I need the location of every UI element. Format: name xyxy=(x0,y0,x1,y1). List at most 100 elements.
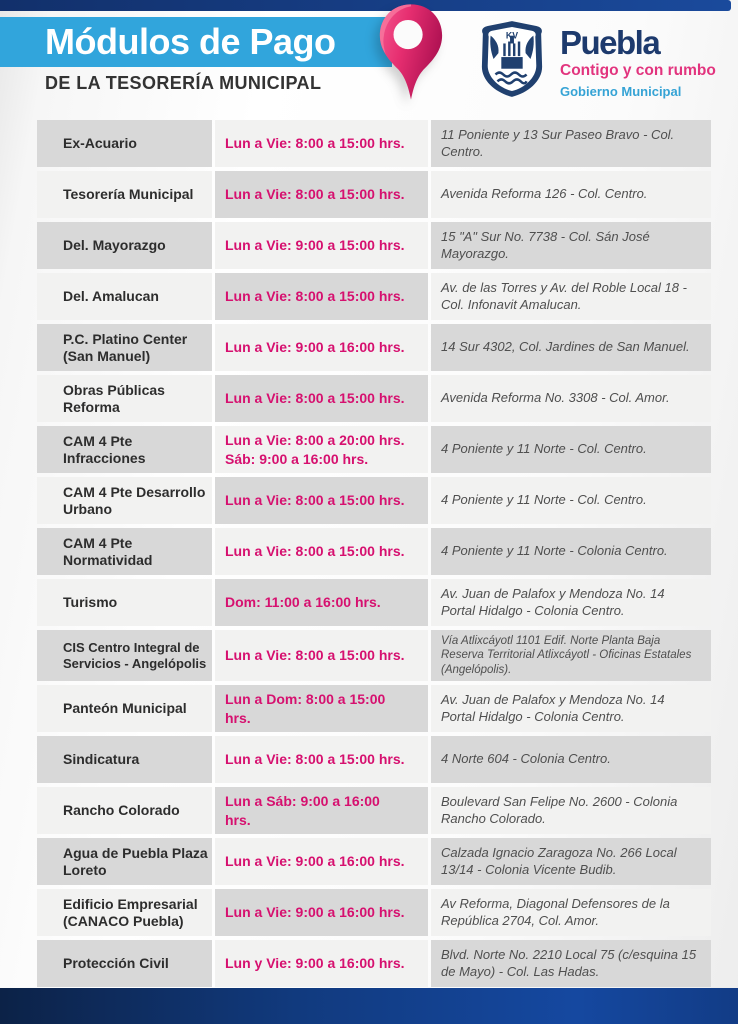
module-hours: Lun a Vie: 8:00 a 15:00 hrs. xyxy=(215,477,428,524)
top-navy-bar xyxy=(0,0,731,11)
hours-line: Lun a Vie: 8:00 a 15:00 hrs. xyxy=(225,751,405,768)
module-address: Blvd. Norte No. 2210 Local 75 (c/esquina… xyxy=(431,940,711,988)
module-name: Rancho Colorado xyxy=(37,787,212,835)
module-hours: Lun a Vie: 9:00 a 16:00 hrs. xyxy=(215,838,428,886)
module-name: Sindicatura xyxy=(37,736,212,784)
module-address: Calzada Ignacio Zaragoza No. 266 Local 1… xyxy=(431,838,711,886)
module-name: Edificio Empresarial (CANACO Puebla) xyxy=(37,889,212,937)
hours-line: Lun a Vie: 8:00 a 15:00 hrs. xyxy=(225,543,405,560)
table-row: Rancho Colorado Lun a Sáb: 9:00 a 16:00 h… xyxy=(37,787,711,835)
module-hours: Lun a Dom: 8:00 a 15:00 hrs. xyxy=(215,685,428,733)
puebla-shield-icon: KV xyxy=(478,20,546,103)
logo-brand: Puebla xyxy=(560,24,661,61)
module-hours: Lun a Vie: 8:00 a 15:00 hrs. xyxy=(215,630,428,682)
module-name: CAM 4 Pte Desarrollo Urbano xyxy=(37,477,212,524)
module-name: CAM 4 Pte Normatividad xyxy=(37,528,212,575)
hours-line: Lun a Vie: 8:00 a 15:00 hrs. xyxy=(225,288,405,305)
module-name: Tesorería Municipal xyxy=(37,171,212,218)
hours-line: Lun y Vie: 9:00 a 16:00 hrs. xyxy=(225,955,405,972)
hours-line: Lun a Vie: 9:00 a 16:00 hrs. xyxy=(225,339,405,356)
table-row: CIS Centro Integral de Servicios - Angel… xyxy=(37,630,711,682)
module-hours: Lun a Vie: 8:00 a 15:00 hrs. xyxy=(215,736,428,784)
table-row: CAM 4 Pte Normatividad Lun a Vie: 8:00 a… xyxy=(37,528,711,575)
hours-line: Lun a Vie: 8:00 a 20:00 hrs. xyxy=(225,431,405,448)
table-row: Protección Civil Lun y Vie: 9:00 a 16:00… xyxy=(37,940,711,988)
table-row: Tesorería Municipal Lun a Vie: 8:00 a 15… xyxy=(37,171,711,218)
logo-tagline: Contigo y con rumbo xyxy=(560,62,716,79)
module-name: Del. Amalucan xyxy=(37,273,212,320)
hours-line: Lun a Sáb: 9:00 a 16:00 xyxy=(225,792,380,809)
hours-line: hrs. xyxy=(225,811,251,828)
svg-text:KV: KV xyxy=(506,31,518,41)
module-hours: Lun a Vie: 8:00 a 15:00 hrs. xyxy=(215,273,428,320)
module-address: Av Reforma, Diagonal Defensores de la Re… xyxy=(431,889,711,937)
hours-line: Lun a Vie: 8:00 a 15:00 hrs. xyxy=(225,186,405,203)
module-address: Av. de las Torres y Av. del Roble Local … xyxy=(431,273,711,320)
module-name: Agua de Puebla Plaza Loreto xyxy=(37,838,212,886)
module-address: 11 Poniente y 13 Sur Paseo Bravo - Col. … xyxy=(431,120,711,167)
table-row: Turismo Dom: 11:00 a 16:00 hrs. Av. Juan… xyxy=(37,579,711,626)
hours-line: Dom: 11:00 a 16:00 hrs. xyxy=(225,594,381,611)
table-row: Panteón Municipal Lun a Dom: 8:00 a 15:0… xyxy=(37,685,711,733)
module-address: Av. Juan de Palafox y Mendoza No. 14 Por… xyxy=(431,579,711,626)
hours-line: Lun a Vie: 8:00 a 15:00 hrs. xyxy=(225,647,405,664)
module-address: Vía Atlixcáyotl 1101 Edif. Norte Planta … xyxy=(431,630,711,682)
module-hours: Dom: 11:00 a 16:00 hrs. xyxy=(215,579,428,626)
bottom-navy-bar xyxy=(0,988,738,1024)
logo-org: Gobierno Municipal xyxy=(560,84,682,99)
module-address: 14 Sur 4302, Col. Jardines de San Manuel… xyxy=(431,324,711,371)
table-row: P.C. Platino Center (San Manuel) Lun a V… xyxy=(37,324,711,371)
title-banner: Módulos de Pago xyxy=(0,17,392,67)
table-row: CAM 4 Pte Infracciones Lun a Vie: 8:00 a… xyxy=(37,426,711,473)
module-name: P.C. Platino Center (San Manuel) xyxy=(37,324,212,371)
module-hours: Lun a Vie: 9:00 a 16:00 hrs. xyxy=(215,889,428,937)
puebla-logo-text: Puebla Contigo y con rumbo Gobierno Muni… xyxy=(560,20,716,99)
table-row: Ex-Acuario Lun a Vie: 8:00 a 15:00 hrs. … xyxy=(37,120,711,167)
module-address: 4 Norte 604 - Colonia Centro. xyxy=(431,736,711,784)
hours-line: Sáb: 9:00 a 16:00 hrs. xyxy=(225,450,369,467)
module-name: Protección Civil xyxy=(37,940,212,988)
module-hours: Lun a Vie: 9:00 a 16:00 hrs. xyxy=(215,324,428,371)
module-address: Avenida Reforma 126 - Col. Centro. xyxy=(431,171,711,218)
page-subtitle: DE LA TESORERÍA MUNICIPAL xyxy=(45,73,322,93)
module-address: 15 "A" Sur No. 7738 - Col. Sán José Mayo… xyxy=(431,222,711,269)
module-address: 4 Poniente y 11 Norte - Col. Centro. xyxy=(431,426,711,473)
module-hours: Lun a Vie: 9:00 a 15:00 hrs. xyxy=(215,222,428,269)
module-hours: Lun a Vie: 8:00 a 15:00 hrs. xyxy=(215,120,428,167)
module-hours: Lun y Vie: 9:00 a 16:00 hrs. xyxy=(215,940,428,988)
hours-line: Lun a Dom: 8:00 a 15:00 xyxy=(225,690,386,707)
table-row: Edificio Empresarial (CANACO Puebla) Lun… xyxy=(37,889,711,937)
hours-line: Lun a Vie: 9:00 a 16:00 hrs. xyxy=(225,904,405,921)
module-name: CAM 4 Pte Infracciones xyxy=(37,426,212,473)
table-row: Del. Mayorazgo Lun a Vie: 9:00 a 15:00 h… xyxy=(37,222,711,269)
page-title: Módulos de Pago xyxy=(45,21,336,62)
table-row: Obras Públicas Reforma Lun a Vie: 8:00 a… xyxy=(37,375,711,422)
table-row: Agua de Puebla Plaza Loreto Lun a Vie: 9… xyxy=(37,838,711,886)
module-address: 4 Poniente y 11 Norte - Colonia Centro. xyxy=(431,528,711,575)
puebla-logo: KV Puebla Contigo xyxy=(478,20,716,103)
module-hours: Lun a Vie: 8:00 a 20:00 hrs. Sáb: 9:00 a … xyxy=(215,426,428,473)
module-address: 4 Poniente y 11 Norte - Col. Centro. xyxy=(431,477,711,524)
hours-line: Lun a Vie: 8:00 a 15:00 hrs. xyxy=(225,390,405,407)
module-hours: Lun a Vie: 8:00 a 15:00 hrs. xyxy=(215,528,428,575)
location-pin-icon xyxy=(376,2,446,104)
module-address: Av. Juan de Palafox y Mendoza No. 14 Por… xyxy=(431,685,711,733)
module-name: Panteón Municipal xyxy=(37,685,212,733)
table-row: Sindicatura Lun a Vie: 8:00 a 15:00 hrs.… xyxy=(37,736,711,784)
module-address: Avenida Reforma No. 3308 - Col. Amor. xyxy=(431,375,711,422)
module-hours: Lun a Sáb: 9:00 a 16:00 hrs. xyxy=(215,787,428,835)
payment-modules-table: Ex-Acuario Lun a Vie: 8:00 a 15:00 hrs. … xyxy=(37,120,711,991)
module-address: Boulevard San Felipe No. 2600 - Colonia … xyxy=(431,787,711,835)
hours-line: hrs. xyxy=(225,709,251,726)
hours-line: Lun a Vie: 9:00 a 15:00 hrs. xyxy=(225,237,405,254)
hours-line: Lun a Vie: 8:00 a 15:00 hrs. xyxy=(225,135,405,152)
module-name: CIS Centro Integral de Servicios - Angel… xyxy=(37,630,212,682)
module-name: Turismo xyxy=(37,579,212,626)
module-name: Obras Públicas Reforma xyxy=(37,375,212,422)
module-hours: Lun a Vie: 8:00 a 15:00 hrs. xyxy=(215,171,428,218)
module-name: Ex-Acuario xyxy=(37,120,212,167)
hours-line: Lun a Vie: 8:00 a 15:00 hrs. xyxy=(225,492,405,509)
module-name: Del. Mayorazgo xyxy=(37,222,212,269)
table-row: Del. Amalucan Lun a Vie: 8:00 a 15:00 hr… xyxy=(37,273,711,320)
